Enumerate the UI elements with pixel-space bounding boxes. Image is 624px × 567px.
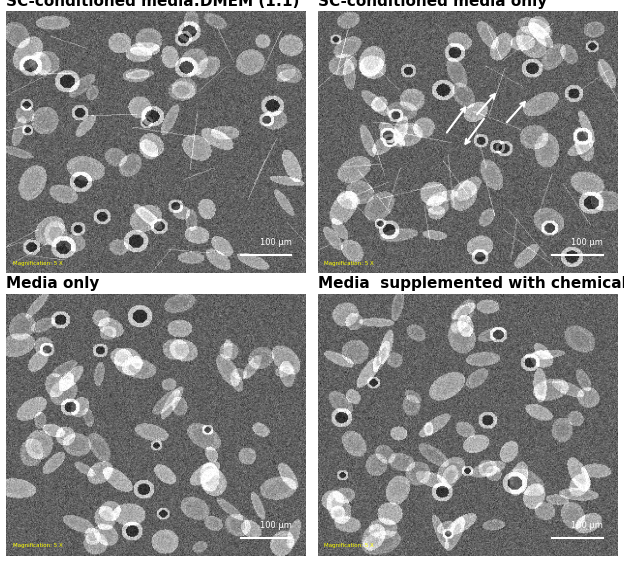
Text: Magnification: 5 X: Magnification: 5 X	[12, 261, 62, 265]
Text: Media only: Media only	[6, 276, 100, 291]
Text: 100 μm: 100 μm	[572, 521, 603, 530]
Text: Magnification: 5 X: Magnification: 5 X	[12, 543, 62, 548]
Text: 100 μm: 100 μm	[260, 238, 291, 247]
Text: SC-conditioned media only: SC-conditioned media only	[318, 0, 547, 9]
Text: Media  supplemented with chemicals: Media supplemented with chemicals	[318, 276, 624, 291]
Text: 100 μm: 100 μm	[260, 521, 291, 530]
Text: Magnification: 5 X: Magnification: 5 X	[324, 543, 374, 548]
Text: Magnification: 5 X: Magnification: 5 X	[324, 261, 374, 265]
Text: SC-conditioned media:DMEM (1:1): SC-conditioned media:DMEM (1:1)	[6, 0, 300, 9]
Text: 100 μm: 100 μm	[572, 238, 603, 247]
